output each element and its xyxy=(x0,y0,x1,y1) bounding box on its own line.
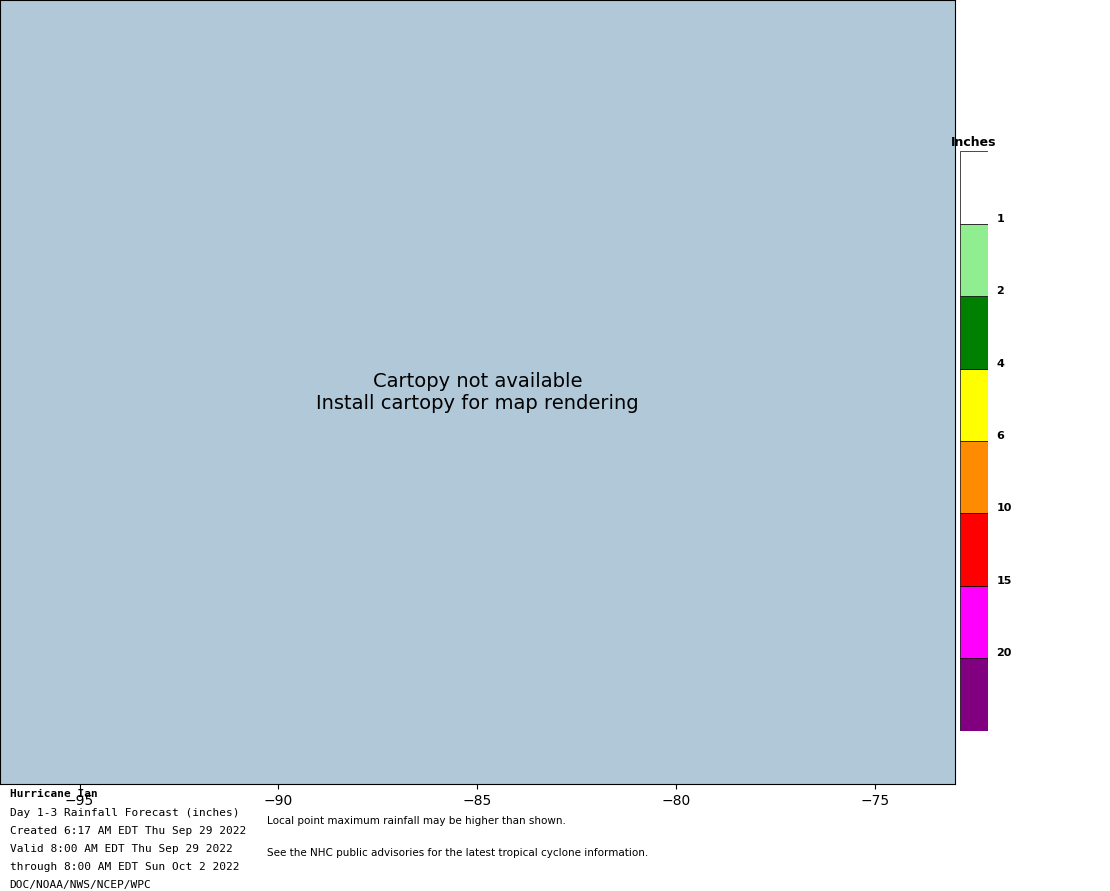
Text: 6: 6 xyxy=(997,431,1005,441)
Bar xyxy=(960,441,988,513)
Text: Day 1-3 Rainfall Forecast (inches): Day 1-3 Rainfall Forecast (inches) xyxy=(10,807,239,818)
Text: NOAA: NOAA xyxy=(1013,830,1062,845)
Bar xyxy=(960,224,988,296)
Text: 4: 4 xyxy=(997,359,1005,369)
Bar xyxy=(960,369,988,441)
Text: Valid 8:00 AM EDT Thu Sep 29 2022: Valid 8:00 AM EDT Thu Sep 29 2022 xyxy=(10,844,232,854)
Text: through 8:00 AM EDT Sun Oct 2 2022: through 8:00 AM EDT Sun Oct 2 2022 xyxy=(10,862,239,872)
Text: See the NHC public advisories for the latest tropical cyclone information.: See the NHC public advisories for the la… xyxy=(268,848,648,858)
Bar xyxy=(960,658,988,731)
Text: DOC/NOAA/NWS/NCEP/WPC: DOC/NOAA/NWS/NCEP/WPC xyxy=(10,880,151,890)
Text: 2: 2 xyxy=(997,286,1003,296)
Text: 20: 20 xyxy=(997,649,1011,658)
Bar xyxy=(960,151,988,224)
Text: 1: 1 xyxy=(997,214,1003,224)
Bar xyxy=(960,296,988,369)
Title: Inches: Inches xyxy=(951,136,997,149)
Text: Cartopy not available
Install cartopy for map rendering: Cartopy not available Install cartopy fo… xyxy=(316,372,638,413)
Text: Created 6:17 AM EDT Thu Sep 29 2022: Created 6:17 AM EDT Thu Sep 29 2022 xyxy=(10,826,245,836)
Text: 10: 10 xyxy=(997,503,1011,513)
Text: Hurricane Ian: Hurricane Ian xyxy=(10,789,98,799)
Bar xyxy=(960,513,988,586)
Text: 15: 15 xyxy=(997,576,1011,586)
Bar xyxy=(960,586,988,658)
Text: Local point maximum rainfall may be higher than shown.: Local point maximum rainfall may be high… xyxy=(268,816,566,826)
